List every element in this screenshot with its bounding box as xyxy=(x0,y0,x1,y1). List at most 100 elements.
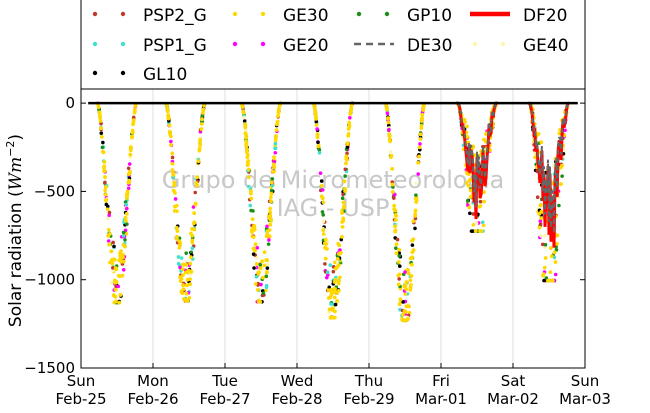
data-point-ge30 xyxy=(184,262,189,267)
data-point-ge30 xyxy=(197,146,202,151)
legend-entry-gl10: GL10 xyxy=(92,65,187,85)
data-point-ge30 xyxy=(99,134,104,139)
legend-marker xyxy=(92,11,98,17)
data-point-ge30 xyxy=(265,270,269,274)
legend-label: DF20 xyxy=(523,6,568,26)
data-point-ge30 xyxy=(174,209,179,214)
x-tick-day: Mon xyxy=(137,372,169,390)
data-point-ge20 xyxy=(553,272,558,277)
data-point-ge30 xyxy=(559,182,563,186)
data-point-ge40 xyxy=(242,115,246,120)
data-point-ge30 xyxy=(313,113,318,118)
data-point-psp1 xyxy=(190,246,195,250)
data-point-ge30 xyxy=(543,256,548,260)
data-point-ge30 xyxy=(387,134,392,139)
data-point-ge30 xyxy=(345,142,350,147)
data-point-ge30 xyxy=(124,196,129,200)
data-point-ge30 xyxy=(336,279,341,284)
data-point-ge30 xyxy=(557,131,562,136)
data-point-ge30 xyxy=(131,122,135,127)
data-point-ge30 xyxy=(538,203,543,208)
data-point-ge30 xyxy=(103,192,108,197)
data-point-ge40 xyxy=(539,234,543,238)
grid-lines xyxy=(152,89,514,368)
data-point-ge30 xyxy=(321,200,326,205)
data-point-ge30 xyxy=(107,242,112,247)
data-point-ge30 xyxy=(343,186,347,191)
data-point-ge30 xyxy=(537,211,542,216)
data-point-ge30 xyxy=(172,183,177,188)
data-point-ge30 xyxy=(130,135,134,140)
legend-label: GE30 xyxy=(283,6,329,26)
data-point-ge30 xyxy=(410,255,415,260)
data-point-ge30 xyxy=(123,215,128,220)
data-point-ge30 xyxy=(349,106,354,111)
data-point-ge20 xyxy=(127,162,132,166)
plot-frame xyxy=(80,88,586,369)
day-series xyxy=(383,101,427,323)
data-point-psp1 xyxy=(254,274,259,279)
data-point-ge30 xyxy=(188,277,192,281)
data-point-ge30 xyxy=(393,218,398,222)
data-point-ge30 xyxy=(337,275,342,280)
data-point-ge30 xyxy=(127,178,132,183)
data-point-psp2 xyxy=(345,151,349,156)
data-point-ge30 xyxy=(403,284,408,288)
data-point-ge30 xyxy=(316,143,321,148)
data-point-ge30 xyxy=(274,128,279,132)
data-point-gp10 xyxy=(414,193,418,197)
data-point-psp2 xyxy=(341,192,345,197)
data-point-ge30 xyxy=(406,267,410,272)
data-point-ge30 xyxy=(467,205,472,210)
data-point-ge30 xyxy=(411,219,416,224)
data-point-ge30 xyxy=(553,260,558,264)
data-point-ge20 xyxy=(387,127,391,132)
data-point-ge30 xyxy=(262,250,267,255)
data-point-gp10 xyxy=(200,114,205,118)
series-de30 xyxy=(456,102,498,208)
x-tick-date: Mar-02 xyxy=(487,390,539,408)
data-point-ge30 xyxy=(482,137,486,142)
day-series xyxy=(312,101,355,320)
data-point-gp10 xyxy=(249,208,253,213)
data-point-ge30 xyxy=(117,300,122,305)
legend-marker xyxy=(120,70,126,76)
data-point-ge30 xyxy=(341,216,346,221)
legend-label: GE40 xyxy=(523,36,569,56)
data-point-ge30 xyxy=(337,252,341,256)
data-point-psp2 xyxy=(103,180,107,185)
data-point-ge30 xyxy=(341,200,346,205)
legend: PSP2_G GE30 GP10 DF20 PSP1_G GE20 DE30 GE40 GL10 xyxy=(80,0,586,90)
data-point-ge30 xyxy=(174,234,179,239)
data-point-ge30 xyxy=(121,259,126,264)
data-point-gp10 xyxy=(121,230,126,235)
data-point-gl10 xyxy=(104,202,109,207)
data-point-ge30 xyxy=(418,137,423,141)
data-point-ge30 xyxy=(397,247,402,252)
data-point-ge30 xyxy=(97,111,102,115)
data-point-ge30 xyxy=(332,315,337,320)
data-point-ge30 xyxy=(180,273,185,278)
data-point-ge30 xyxy=(537,225,542,230)
data-point-psp2 xyxy=(397,277,401,281)
legend-entry-de30: DE30 xyxy=(354,36,452,56)
data-point-ge30 xyxy=(129,145,133,150)
x-tick-day: Sat xyxy=(501,372,526,390)
data-point-psp1 xyxy=(121,234,126,238)
data-point-gp10 xyxy=(465,198,470,203)
data-point-ge30 xyxy=(404,287,409,292)
data-point-ge40 xyxy=(265,262,270,267)
data-point-ge30 xyxy=(341,205,346,210)
legend-entry-ge40: GE40 xyxy=(472,36,569,56)
legend-label: GE20 xyxy=(283,36,329,56)
data-point-ge30 xyxy=(181,297,186,301)
data-point-ge30 xyxy=(246,159,251,163)
data-point-ge30 xyxy=(392,203,397,208)
data-point-ge20 xyxy=(173,197,178,201)
y-axis: Solar radiation (Wm−2) 0 −500 −1000 −1500 xyxy=(4,94,585,377)
data-point-ge30 xyxy=(196,159,201,164)
data-point-ge30 xyxy=(170,161,174,166)
data-point-ge30 xyxy=(315,135,320,140)
data-point-ge30 xyxy=(126,172,131,176)
data-point-ge30 xyxy=(406,317,410,321)
